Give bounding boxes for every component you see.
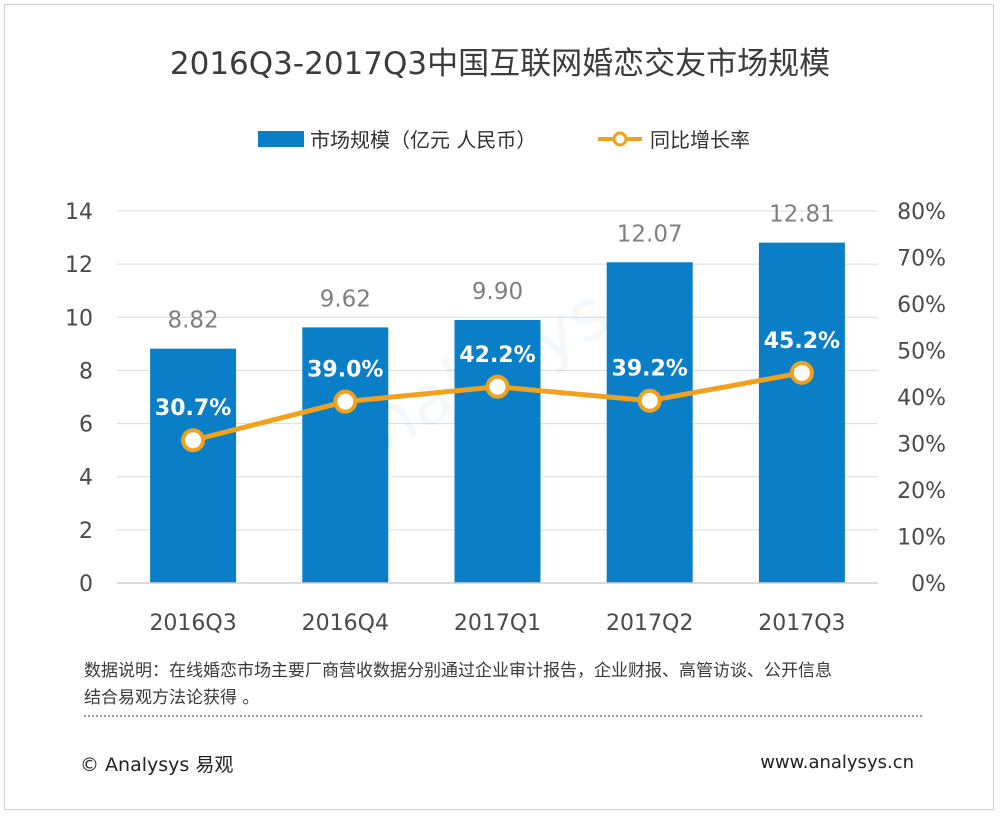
website-link: www.analysys.cn bbox=[760, 752, 914, 773]
y2-tick-label: 50% bbox=[897, 340, 946, 365]
growth-point bbox=[789, 360, 814, 385]
bar bbox=[302, 327, 389, 583]
bar-value-label: 9.62 bbox=[320, 286, 371, 312]
growth-point bbox=[181, 428, 206, 453]
y-tick-label: 2 bbox=[79, 519, 93, 544]
chart-title: 2016Q3-2017Q3中国互联网婚恋交友市场规模 bbox=[170, 46, 830, 82]
growth-value-label: 30.7% bbox=[155, 396, 231, 421]
x-tick-label: 2017Q2 bbox=[606, 611, 693, 636]
bar bbox=[150, 348, 237, 583]
y-tick-label: 10 bbox=[65, 306, 93, 331]
bar-value-label: 12.07 bbox=[617, 221, 683, 247]
growth-point bbox=[333, 389, 358, 414]
growth-value-label: 39.0% bbox=[307, 358, 383, 383]
y-tick-label: 6 bbox=[79, 413, 93, 438]
y-tick-label: 4 bbox=[79, 466, 93, 491]
bar-value-label: 12.81 bbox=[769, 202, 835, 228]
y-tick-label: 14 bbox=[65, 200, 93, 225]
legend-bar-label: 市场规模（亿元 人民币） bbox=[310, 128, 536, 152]
growth-value-label: 45.2% bbox=[764, 329, 840, 354]
data-note-line-1: 数据说明：在线婚恋市场主要厂商营收数据分别通过企业审计报告，企业财报、高管访谈、… bbox=[84, 661, 832, 681]
y-tick-label: 8 bbox=[79, 359, 93, 384]
y2-tick-label: 20% bbox=[897, 479, 946, 504]
growth-value-label: 39.2% bbox=[612, 357, 688, 382]
x-tick-label: 2016Q3 bbox=[149, 611, 236, 636]
y-tick-label: 0 bbox=[79, 572, 93, 597]
y2-tick-label: 70% bbox=[897, 247, 946, 272]
bar-value-label: 8.82 bbox=[167, 308, 218, 334]
y2-tick-label: 60% bbox=[897, 293, 946, 318]
y2-tick-label: 80% bbox=[897, 200, 946, 225]
data-note-line-2: 结合易观方法论获得 。 bbox=[84, 688, 260, 708]
growth-point bbox=[485, 374, 510, 399]
y2-tick-label: 30% bbox=[897, 433, 946, 458]
growth-value-label: 42.2% bbox=[459, 343, 535, 368]
chart-frame bbox=[4, 4, 994, 810]
y2-tick-label: 10% bbox=[897, 526, 946, 551]
x-tick-label: 2017Q3 bbox=[758, 611, 845, 636]
x-tick-label: 2016Q4 bbox=[302, 611, 389, 636]
y-tick-label: 12 bbox=[65, 253, 93, 278]
growth-point bbox=[637, 388, 662, 413]
x-tick-label: 2017Q1 bbox=[454, 611, 541, 636]
y2-tick-label: 0% bbox=[911, 572, 946, 597]
bar bbox=[606, 262, 693, 583]
y2-tick-label: 40% bbox=[897, 386, 946, 411]
note-divider bbox=[84, 715, 922, 717]
legend-line-marker bbox=[612, 131, 628, 147]
bar bbox=[454, 319, 541, 583]
legend-line-label: 同比增长率 bbox=[650, 128, 750, 152]
bar-value-label: 9.90 bbox=[472, 279, 523, 305]
legend-bar-swatch bbox=[258, 131, 304, 147]
bar bbox=[758, 242, 845, 583]
copyright: © Analysys 易观 bbox=[80, 754, 234, 776]
data-note: 数据说明：在线婚恋市场主要厂商营收数据分别通过企业审计报告，企业财报、高管访谈、… bbox=[84, 658, 944, 712]
